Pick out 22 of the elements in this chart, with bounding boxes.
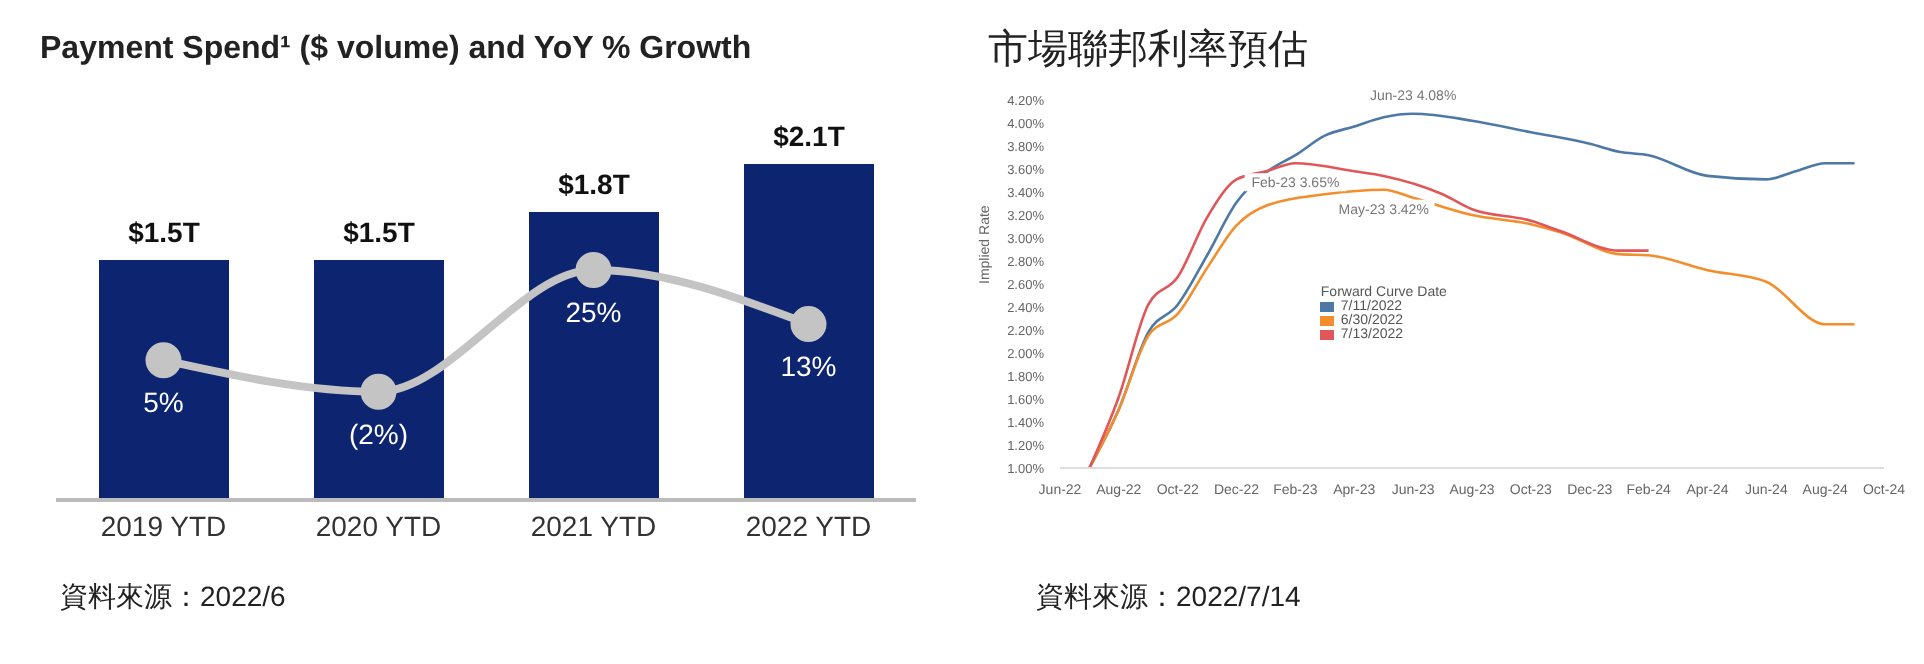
source-note: 資料來源：2022/6 [58,580,288,616]
data-label: $1.8T [558,168,631,200]
data-label: $1.5T [343,216,416,248]
x-tick-label: 2022 YTD [745,509,872,542]
chart-title: 市場聯邦利率預估 [986,26,1310,76]
point [790,306,827,343]
chart-title: Payment Spend¹ ($ volume) and YoY % Growth [38,30,754,70]
point [575,251,612,288]
line-series [1088,188,1856,468]
data-label: (2%) [348,417,409,450]
data-label: 25% [565,295,622,328]
x-tick-label: 2019 YTD [100,509,227,542]
data-label: $2.1T [773,120,846,152]
point [360,373,397,410]
data-label: 13% [780,350,837,383]
x-tick-label: 2021 YTD [530,509,657,542]
data-label: 5% [143,386,184,419]
point [145,342,182,379]
data-label: $1.5T [128,216,201,248]
line-series [1088,161,1650,468]
x-tick-label: 2020 YTD [315,509,442,542]
source-note: 資料來源：2022/7/14 [1034,580,1303,616]
